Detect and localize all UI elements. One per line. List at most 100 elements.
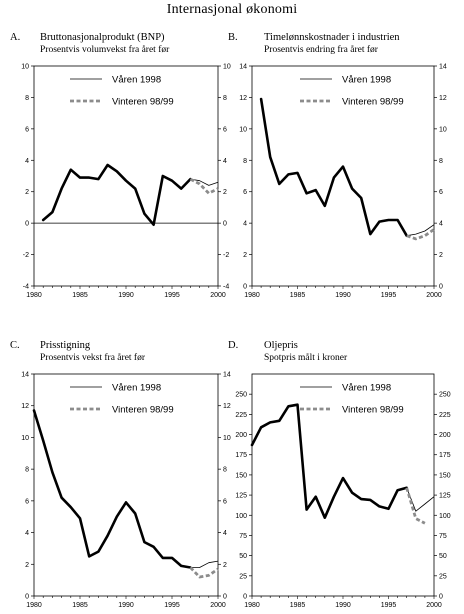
y-tick-label-left: 6 [25, 498, 29, 505]
series-line-vaaren-1998 [259, 97, 409, 237]
chart-panel-a: A. Bruttonasjonalprodukt (BNP)Prosentvis … [10, 32, 231, 299]
series-line-vinteren-98-99 [189, 566, 219, 579]
y-tick-label-left: 125 [235, 493, 247, 500]
y-tick-label-right: 14 [439, 64, 447, 71]
series-line-vinteren-98-99 [406, 228, 435, 241]
legend-label-vinteren-98-99: Vinteren 98/99 [342, 97, 404, 108]
x-tick-label: 1990 [335, 292, 351, 299]
y-tick-label-right: 2 [223, 562, 227, 569]
x-tick-label: 1985 [72, 602, 88, 609]
y-tick-label-left: 0 [25, 594, 29, 601]
legend-label-vinteren-98-99: Vinteren 98/99 [112, 405, 174, 416]
y-tick-label-right: 250 [439, 392, 451, 399]
legend-label-vaaren-1998: Våren 1998 [112, 383, 161, 394]
y-tick-label-right: 4 [223, 158, 227, 165]
series-line-vaaren-1998 [250, 403, 409, 520]
y-tick-label-left: 12 [239, 95, 247, 102]
y-tick-label-right: 25 [439, 573, 447, 580]
series-line-vinteren-98-99 [189, 177, 219, 195]
x-tick-label: 2000 [210, 602, 226, 609]
y-tick-label-right: 2 [439, 252, 443, 259]
y-tick-label-left: 14 [239, 64, 247, 71]
y-tick-label-right: 14 [223, 372, 231, 379]
x-tick-label: 1980 [26, 602, 42, 609]
y-tick-label-right: 4 [439, 221, 443, 228]
y-tick-label-left: 50 [239, 553, 247, 560]
x-tick-label: 1995 [381, 292, 397, 299]
panel-subtitle: Prosentvis volumvekst fra året før [40, 44, 170, 55]
y-tick-label-left: 0 [243, 284, 247, 291]
y-tick-label-left: 200 [235, 432, 247, 439]
series-line-vaaren-1998-forecast [190, 178, 219, 186]
y-tick-label-left: 0 [243, 594, 247, 601]
legend-label-vaaren-1998: Våren 1998 [342, 383, 391, 394]
y-tick-label-left: 150 [235, 472, 247, 479]
chart-panel-b: B. Timelønnskostnader i industrienProsent… [228, 32, 447, 299]
y-tick-label-right: 12 [439, 95, 447, 102]
y-tick-label-left: 4 [25, 530, 29, 537]
y-tick-label-right: 8 [223, 467, 227, 474]
panel-letter: D. [228, 340, 238, 351]
y-tick-label-right: 10 [439, 126, 447, 133]
panel-subtitle: Prosentvis vekst fra året før [40, 352, 146, 363]
y-tick-label-left: 225 [235, 412, 247, 419]
y-tick-label-left: 75 [239, 533, 247, 540]
legend-label-vinteren-98-99: Vinteren 98/99 [342, 405, 404, 416]
y-tick-label-right: 10 [223, 64, 231, 71]
series-line-vaaren-1998 [41, 163, 192, 226]
x-tick-label: 1990 [118, 602, 134, 609]
y-tick-label-right: 75 [439, 533, 447, 540]
y-tick-label-left: -4 [23, 284, 29, 291]
x-tick-label: 2000 [426, 602, 442, 609]
panel-subtitle: Prosentvis endring fra året før [264, 44, 379, 55]
series-line-vinteren-98-99 [405, 487, 426, 525]
y-tick-label-left: 250 [235, 392, 247, 399]
y-tick-label-left: 8 [25, 467, 29, 474]
panel-title: Oljepris [264, 340, 298, 351]
y-tick-label-left: 4 [25, 158, 29, 165]
y-tick-label-right: 225 [439, 412, 451, 419]
page-title: Internasjonal økonomi [166, 2, 298, 17]
y-tick-label-right: -4 [223, 284, 229, 291]
y-tick-label-right: 0 [439, 594, 443, 601]
y-tick-label-right: 150 [439, 472, 451, 479]
y-tick-label-right: 8 [439, 158, 443, 165]
y-tick-label-right: 0 [439, 284, 443, 291]
x-tick-label: 1990 [335, 602, 351, 609]
x-tick-label: 1995 [164, 602, 180, 609]
legend-label-vaaren-1998: Våren 1998 [342, 75, 391, 86]
y-tick-label-right: 200 [439, 432, 451, 439]
x-tick-label: 1990 [118, 292, 134, 299]
y-tick-label-right: 12 [223, 403, 231, 410]
x-tick-label: 1995 [164, 292, 180, 299]
y-tick-label-right: 6 [223, 498, 227, 505]
series-line-vaaren-1998-forecast [190, 560, 219, 568]
y-tick-label-left: 2 [25, 562, 29, 569]
legend-label-vinteren-98-99: Vinteren 98/99 [112, 97, 174, 108]
y-tick-label-right: 4 [223, 530, 227, 537]
y-tick-label-right: 2 [223, 189, 227, 196]
panel-letter: B. [228, 32, 238, 43]
series-line-vaaren-1998-forecast [406, 487, 435, 512]
y-tick-label-left: 10 [21, 64, 29, 71]
panel-letter: C. [10, 340, 20, 351]
x-tick-label: 1995 [381, 602, 397, 609]
y-tick-label-left: 10 [239, 126, 247, 133]
y-tick-label-left: 175 [235, 452, 247, 459]
x-tick-label: 2000 [426, 292, 442, 299]
x-tick-label: 1985 [290, 602, 306, 609]
panel-title: Prisstigning [40, 340, 91, 351]
y-tick-label-right: 6 [439, 189, 443, 196]
panel-title: Timelønnskostnader i industrien [264, 32, 400, 43]
x-tick-label: 1980 [244, 292, 260, 299]
y-tick-label-right: 0 [223, 594, 227, 601]
y-tick-label-left: 8 [25, 95, 29, 102]
y-tick-label-left: 0 [25, 221, 29, 228]
panel-subtitle: Spotpris målt i kroner [264, 352, 348, 363]
y-tick-label-right: 50 [439, 553, 447, 560]
panel-letter: A. [10, 32, 20, 43]
x-tick-label: 1980 [244, 602, 260, 609]
y-tick-label-right: 125 [439, 493, 451, 500]
